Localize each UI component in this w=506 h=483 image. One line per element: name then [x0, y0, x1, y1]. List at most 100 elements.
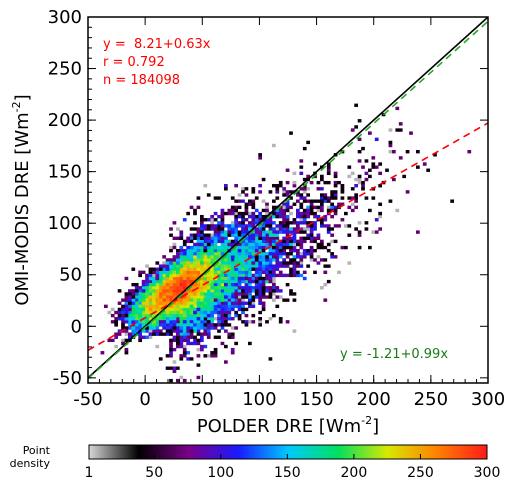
density-cell	[155, 273, 160, 278]
density-cell	[196, 239, 201, 244]
density-cell	[217, 267, 221, 271]
density-cell	[292, 171, 297, 176]
density-cell	[244, 320, 249, 324]
density-cell	[289, 245, 293, 250]
density-cell	[244, 202, 249, 206]
density-cell	[299, 264, 304, 268]
density-cell	[326, 199, 331, 203]
density-cell	[254, 233, 259, 237]
density-cell	[176, 236, 180, 240]
density-cell	[268, 242, 273, 247]
density-cell	[244, 270, 249, 275]
density-cell	[200, 252, 204, 256]
density-cell	[289, 258, 293, 262]
density-cell	[268, 248, 273, 253]
density-cell	[237, 233, 242, 237]
density-cell	[224, 295, 228, 299]
density-cell	[234, 208, 239, 213]
density-cell	[145, 301, 149, 305]
density-cell	[206, 264, 211, 268]
density-cell	[107, 338, 112, 343]
density-cell	[254, 221, 259, 225]
density-cell	[169, 347, 173, 352]
density-cell	[230, 347, 235, 352]
density-cell	[220, 289, 225, 293]
density-cell	[316, 255, 321, 259]
density-cell	[220, 261, 225, 265]
density-cell	[152, 295, 156, 299]
density-cell	[275, 261, 280, 265]
density-cell	[172, 335, 177, 339]
density-cell	[138, 273, 143, 278]
density-cell	[213, 258, 218, 262]
density-cell	[172, 307, 177, 312]
density-cell	[251, 298, 256, 302]
density-cell	[162, 267, 167, 271]
density-cell	[141, 313, 146, 318]
density-cell	[134, 307, 139, 312]
density-cell	[337, 202, 341, 206]
density-cell	[254, 208, 259, 213]
density-cell	[357, 150, 362, 154]
density-cell	[227, 292, 232, 296]
density-cell	[241, 233, 245, 237]
density-cell	[193, 208, 197, 213]
density-cell	[217, 239, 221, 244]
density-cell	[193, 261, 197, 265]
density-cell	[131, 317, 136, 321]
density-cell	[258, 245, 263, 250]
density-cell	[186, 261, 191, 265]
density-cell	[224, 292, 228, 296]
density-cell	[158, 317, 163, 321]
density-cell	[203, 292, 208, 296]
density-cell	[302, 236, 307, 240]
density-cell	[224, 360, 228, 364]
density-cell	[165, 332, 170, 336]
density-cell	[162, 276, 167, 281]
density-cell	[299, 230, 304, 234]
density-cell	[371, 162, 376, 166]
density-cell	[189, 317, 194, 321]
density-cell	[182, 298, 187, 302]
density-cell	[368, 208, 372, 213]
density-cell	[172, 360, 177, 364]
density-cell	[234, 341, 239, 346]
density-cell	[265, 205, 269, 210]
density-cell	[148, 286, 153, 290]
density-cell	[155, 298, 160, 302]
density-cell	[258, 211, 263, 216]
density-cell	[186, 258, 191, 262]
density-cell	[169, 261, 173, 265]
density-cell	[275, 245, 280, 250]
density-cell	[285, 242, 290, 247]
density-cell	[395, 128, 400, 132]
density-cell	[220, 245, 225, 250]
density-cell	[261, 261, 266, 265]
density-cell	[306, 227, 311, 231]
density-cell	[206, 289, 211, 293]
density-cell	[200, 248, 204, 253]
density-cell	[131, 282, 136, 287]
density-cell	[251, 190, 256, 194]
density-cell	[299, 171, 304, 176]
density-cell	[158, 286, 163, 290]
density-cell	[296, 227, 300, 231]
density-cell	[213, 292, 218, 296]
density-cell	[227, 335, 232, 339]
density-cell	[234, 233, 239, 237]
density-cell	[244, 264, 249, 268]
density-cell	[272, 227, 276, 231]
density-cell	[292, 267, 297, 271]
density-cell	[162, 282, 167, 287]
density-cell	[217, 230, 221, 234]
density-cell	[354, 227, 359, 231]
density-cell	[155, 329, 160, 333]
density-cell	[131, 267, 136, 271]
density-cell	[213, 245, 218, 250]
density-cell	[138, 320, 143, 324]
density-cell	[155, 261, 160, 265]
density-cell	[258, 230, 263, 234]
density-cell	[275, 286, 280, 290]
density-cell	[251, 187, 256, 191]
density-cell	[193, 236, 197, 240]
